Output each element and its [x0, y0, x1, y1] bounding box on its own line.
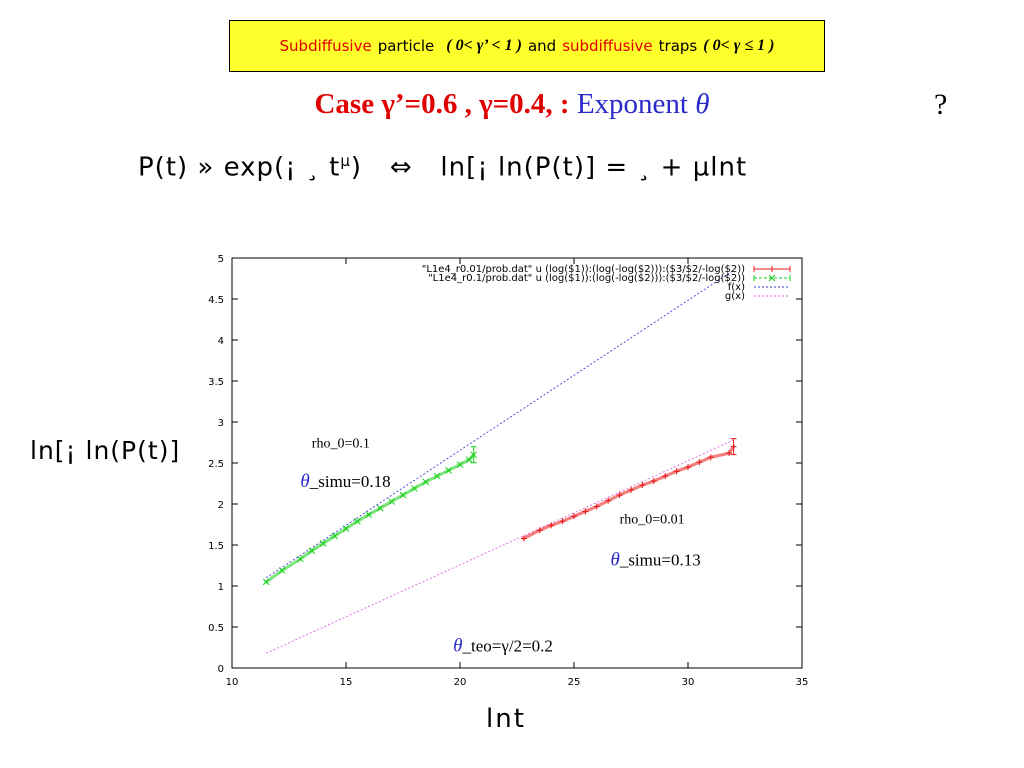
- y-tick-label-4: 2: [218, 500, 224, 511]
- series-trail-0: [522, 445, 736, 541]
- banner-word-subdiffusive-1: Subdiffusive: [279, 37, 372, 55]
- formula-exponent: µ: [340, 152, 351, 170]
- legend-entry-0: "L1e4_r0.01/prob.dat" u (log($1)):(log(-…: [422, 264, 745, 275]
- series-points-0: [520, 438, 737, 542]
- x-tick-label-0: 10: [226, 677, 239, 688]
- banner-condition-1: ( 0< γ’ < 1 ): [446, 37, 522, 54]
- annotation-3: θ_simu=0.13: [610, 550, 700, 571]
- legend-swatch-0: [753, 266, 791, 272]
- y-axis-label: ln[¡ ln(P(t)]: [30, 436, 181, 465]
- annotation-text-4: _teo=γ/2=0.2: [462, 637, 553, 656]
- y-tick-label-5: 2.5: [208, 459, 224, 470]
- y-tick-label-10: 5: [218, 254, 224, 265]
- banner-word-particle: particle: [377, 37, 435, 55]
- formula-rhs: ln[¡ ln(P(t)] = ¸ + µlnt: [440, 152, 748, 183]
- y-tick-label-2: 1: [218, 582, 224, 593]
- case-exponent-label: Exponent: [576, 88, 688, 120]
- y-tick-label-0: 0: [218, 664, 224, 675]
- annotation-theta-3: θ: [610, 550, 619, 571]
- y-tick-label-1: 0.5: [208, 623, 224, 634]
- error-bar-0: [730, 438, 737, 456]
- formula-close: ): [350, 152, 363, 183]
- series-line-3: [266, 439, 734, 654]
- y-tick-label-9: 4.5: [208, 295, 224, 306]
- banner-word-traps: traps: [658, 37, 698, 55]
- annotation-1: θ_simu=0.18: [300, 471, 390, 492]
- x-tick-label-4: 30: [682, 677, 695, 688]
- x-tick-label-3: 25: [568, 677, 581, 688]
- x-tick-label-2: 20: [454, 677, 467, 688]
- annotation-4: θ_teo=γ/2=0.2: [453, 636, 553, 657]
- case-theta-symbol: θ: [695, 88, 710, 120]
- formula-equivalence: ⇔: [389, 152, 413, 183]
- legend-entry-3: g(x): [725, 291, 745, 302]
- question-mark: ?: [934, 88, 948, 121]
- x-tick-label-1: 15: [340, 677, 353, 688]
- series-points-1: [262, 446, 478, 586]
- annotation-2: rho_0=0.01: [620, 513, 685, 528]
- case-parameters: Case γ’=0.6 , γ=0.4, :: [314, 88, 570, 120]
- legend-swatch-1: [753, 274, 791, 282]
- legend-entry-2: f(x): [728, 282, 745, 293]
- series-line-2: [265, 269, 734, 579]
- y-tick-label-7: 3.5: [208, 377, 224, 388]
- plot-frame: [231, 257, 803, 669]
- formula: P(t) » exp(¡ ¸ tµ) ⇔ ln[¡ ln(P(t)] = ¸ +…: [138, 152, 747, 183]
- annotation-0: rho_0=0.1: [312, 436, 370, 451]
- annotation-theta-1: θ: [300, 471, 309, 492]
- y-tick-label-8: 4: [218, 336, 224, 347]
- legend-entry-1: "L1e4_r0.1/prob.dat" u (log($1)):(log(-l…: [428, 273, 745, 284]
- banner-word-subdiffusive-2: subdiffusive: [562, 37, 653, 55]
- banner-condition-2: ( 0< γ ≤ 1 ): [703, 37, 775, 54]
- y-tick-label-3: 1.5: [208, 541, 224, 552]
- error-bar-1: [470, 446, 477, 464]
- annotation-text-0: rho_0=0.1: [312, 436, 370, 451]
- annotation-text-3: _simu=0.13: [619, 551, 701, 570]
- series-trail-1: [264, 453, 476, 584]
- annotation-text-2: rho_0=0.01: [620, 513, 685, 528]
- case-title: Case γ’=0.6 , γ=0.4, : Exponent θ: [0, 88, 1024, 121]
- x-tick-label-5: 35: [796, 677, 809, 688]
- x-axis-label: lnt: [486, 704, 526, 734]
- formula-lhs: P(t) » exp(¡ ¸ t: [138, 152, 341, 183]
- annotation-theta-4: θ: [453, 636, 462, 657]
- title-banner: Subdiffusive particle ( 0< γ’ < 1 ) and …: [229, 20, 825, 72]
- banner-word-and: and: [527, 37, 557, 55]
- y-tick-label-6: 3: [218, 418, 224, 429]
- annotation-text-1: _simu=0.18: [309, 472, 391, 491]
